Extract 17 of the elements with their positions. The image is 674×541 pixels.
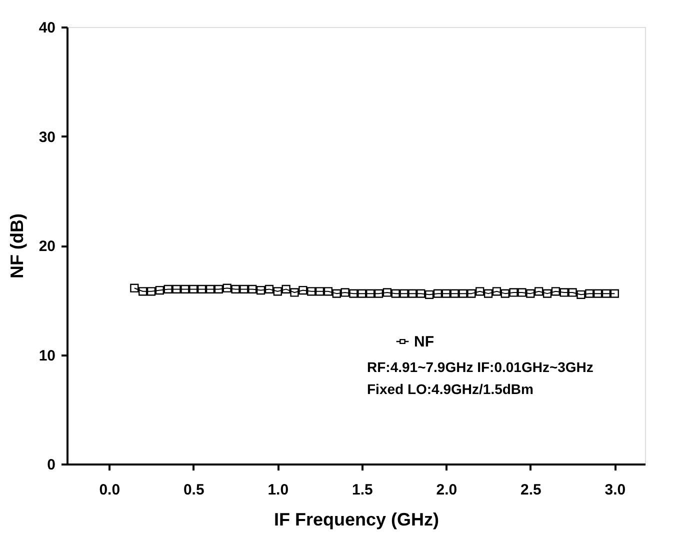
x-tick-label: 2.5 — [520, 482, 542, 498]
x-tick-label: 2.0 — [436, 482, 458, 498]
y-axis-title: NF (dB) — [6, 214, 27, 278]
y-tick-label: 0 — [47, 456, 56, 474]
annotation: Fixed LO:4.9GHz/1.5dBm — [367, 381, 534, 397]
x-tick-label: 0.0 — [99, 482, 120, 498]
y-tick-label: 30 — [38, 128, 56, 146]
y-tick-label: 20 — [38, 238, 56, 255]
annotation: RF:4.91~7.9GHz IF:0.01GHz~3GHz — [367, 359, 594, 375]
legend-label: NF — [414, 334, 434, 350]
x-tick-label: 3.0 — [604, 482, 626, 498]
x-tick-label: 0.5 — [183, 482, 204, 498]
y-tick-label: 10 — [38, 347, 56, 364]
x-tick-label: 1.0 — [268, 482, 289, 498]
x-tick-label: 1.5 — [352, 482, 373, 498]
x-axis-title: IF Frequency (GHz) — [274, 510, 440, 530]
y-tick-label: 40 — [38, 20, 56, 36]
